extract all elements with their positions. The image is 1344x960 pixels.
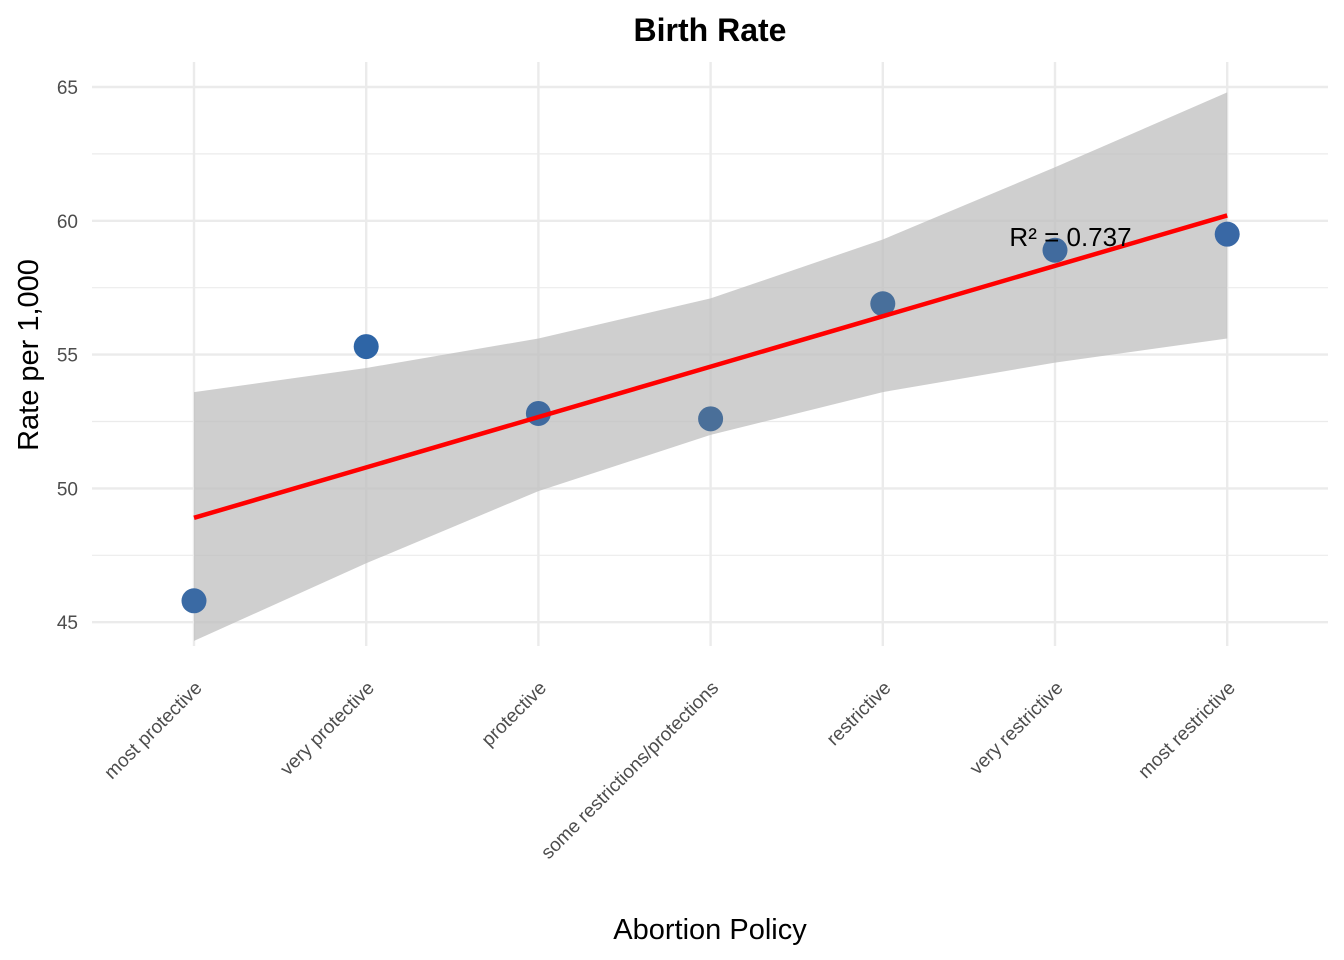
y-tick-label: 60 [57, 212, 78, 233]
y-tick-label: 45 [57, 613, 78, 634]
x-tick-label: some restrictions/protections [537, 678, 723, 864]
data-point [353, 334, 379, 360]
x-tick-label: protective [478, 678, 551, 751]
data-point [870, 291, 896, 317]
fit-line-layer [193, 213, 1228, 520]
x-tick-labels: most protective very protective protective… [101, 678, 1240, 864]
data-point [1042, 237, 1068, 263]
data-point [181, 588, 207, 614]
data-point [698, 406, 724, 432]
y-tick-label: 50 [57, 479, 78, 500]
x-tick-label: most protective [101, 678, 207, 784]
r-squared-annotation: R² = 0.737 [1009, 222, 1131, 252]
chart-title: Birth Rate [634, 12, 787, 48]
y-tick-labels: 45 50 55 60 65 [57, 78, 78, 634]
y-tick-label: 65 [57, 78, 78, 99]
y-axis-title: Rate per 1,000 [13, 259, 45, 451]
x-tick-label: most restrictive [1135, 678, 1240, 783]
x-axis-title: Abortion Policy [613, 914, 807, 946]
regression-line [193, 213, 1228, 520]
data-point [1214, 221, 1240, 247]
x-tick-label: very protective [277, 678, 379, 780]
x-tick-label: restrictive [823, 678, 895, 750]
x-tick-label: very restrictive [966, 678, 1067, 779]
y-tick-label: 55 [57, 346, 78, 367]
